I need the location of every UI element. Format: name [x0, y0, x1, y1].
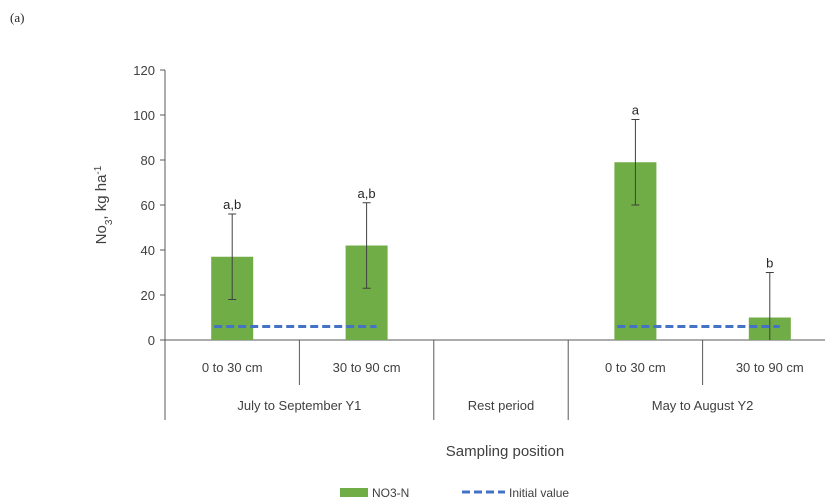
significance-label: a: [632, 103, 640, 118]
panel-label: (a): [10, 10, 24, 25]
significance-label: a,b: [223, 197, 241, 212]
y-tick-label: 120: [133, 63, 155, 78]
y-axis-title-unit: , kg ha: [93, 174, 110, 220]
y-axis-title-main: No: [93, 225, 110, 244]
significance-label: a,b: [358, 186, 376, 201]
y-tick-label: 100: [133, 108, 155, 123]
y-tick-label: 60: [141, 198, 155, 213]
legend-label-initial-value: Initial value: [509, 486, 569, 500]
group-label: May to August Y2: [652, 398, 754, 413]
y-axis-title: No3, kg ha-1: [93, 165, 115, 244]
legend: NO3-N Initial value: [340, 486, 569, 500]
y-tick-label: 80: [141, 153, 155, 168]
category-label: 30 to 90 cm: [736, 360, 804, 375]
group-label: July to September Y1: [237, 398, 361, 413]
legend-swatch-no3n: [340, 488, 368, 497]
group-label: Rest period: [468, 398, 534, 413]
y-tick-label: 40: [141, 243, 155, 258]
category-label: 0 to 30 cm: [605, 360, 666, 375]
plot-area: 0 20 40 60 80 100 120 July to September Y1 Rest …: [133, 63, 825, 420]
legend-label-no3n: NO3-N: [372, 486, 409, 500]
category-label: 0 to 30 cm: [202, 360, 263, 375]
y-axis-title-sub: 3: [104, 219, 115, 225]
y-tick-label: 20: [141, 288, 155, 303]
category-label: 30 to 90 cm: [333, 360, 401, 375]
y-axis-title-sup: -1: [93, 165, 104, 174]
x-axis-title: Sampling position: [446, 443, 564, 460]
y-tick-label: 0: [148, 333, 155, 348]
significance-label: b: [766, 256, 773, 271]
